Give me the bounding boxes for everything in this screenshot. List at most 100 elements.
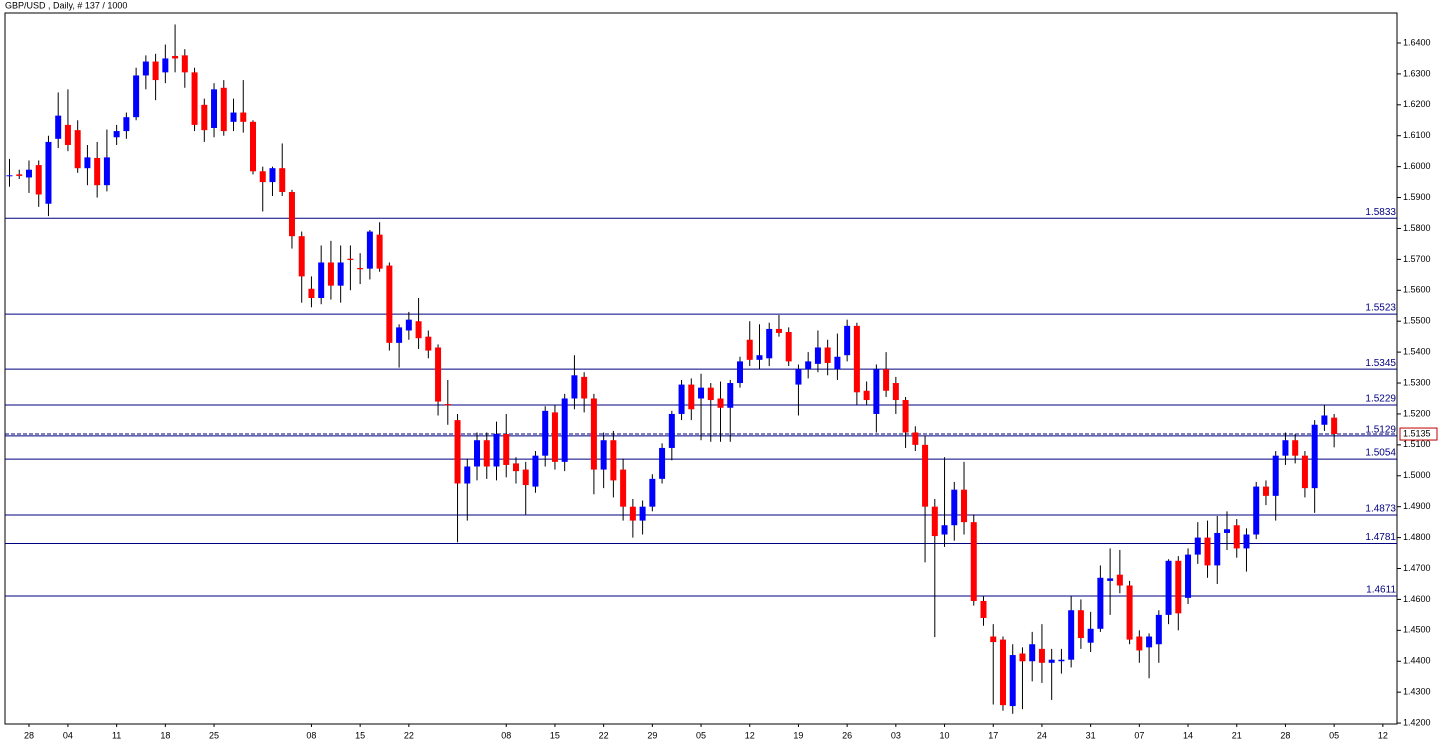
candle-body <box>610 440 617 481</box>
y-tick-label: 1.6000 <box>1403 161 1431 171</box>
candle-body <box>1185 554 1192 598</box>
candle-body <box>1321 415 1328 425</box>
candle-body <box>347 258 354 260</box>
y-tick-label: 1.4900 <box>1403 501 1431 511</box>
x-tick-label: 24 <box>1037 730 1047 740</box>
candle-body <box>386 265 393 343</box>
candle-body <box>727 383 734 408</box>
candle-body <box>717 398 724 408</box>
candle-body <box>84 157 91 169</box>
candle-body <box>1009 655 1016 707</box>
x-tick-label: 29 <box>647 730 657 740</box>
candle-body <box>902 400 909 433</box>
candle-body <box>1331 417 1338 435</box>
x-tick-label: 28 <box>1280 730 1290 740</box>
candle-body <box>493 434 500 467</box>
candle-body <box>941 525 948 535</box>
candle-body <box>1097 577 1104 629</box>
candle-body <box>892 383 899 401</box>
candle-body <box>1233 525 1240 549</box>
candle-body <box>649 478 656 507</box>
candle-body <box>113 131 120 138</box>
candle-body <box>366 231 373 269</box>
candle-body <box>1058 659 1065 662</box>
candle-body <box>240 112 247 122</box>
candle-body <box>1214 532 1221 566</box>
candle-body <box>863 390 870 401</box>
candle-body <box>181 55 188 73</box>
y-tick-label: 1.4300 <box>1403 687 1431 697</box>
candle-body <box>474 440 481 467</box>
candle-body <box>1155 614 1162 645</box>
candle-body <box>103 157 110 186</box>
y-tick-label: 1.4200 <box>1403 717 1431 727</box>
candle-body <box>1311 424 1318 489</box>
candle-body <box>756 355 763 360</box>
candle-body <box>970 522 977 601</box>
y-tick-label: 1.5900 <box>1403 192 1431 202</box>
candle-body <box>1019 653 1026 662</box>
candle-body <box>951 489 958 526</box>
candle-body <box>269 168 276 183</box>
candle-body <box>162 58 169 73</box>
y-tick-label: 1.4400 <box>1403 656 1431 666</box>
x-tick-label: 12 <box>745 730 755 740</box>
candle-body <box>581 376 588 399</box>
candle-body <box>25 169 32 178</box>
candle-body <box>357 268 364 270</box>
candle-body <box>405 319 412 331</box>
candle-body <box>94 157 101 186</box>
y-tick-label: 1.6200 <box>1403 99 1431 109</box>
candle-body <box>318 262 325 299</box>
level-label: 1.5229 <box>1365 394 1396 405</box>
candle-body <box>737 361 743 384</box>
candle-body <box>542 410 549 456</box>
y-tick-label: 1.6300 <box>1403 68 1431 78</box>
x-tick-label: 04 <box>63 730 73 740</box>
candle-body <box>74 130 81 169</box>
y-tick-label: 1.6100 <box>1403 130 1431 140</box>
x-tick-label: 21 <box>1232 730 1242 740</box>
level-label: 1.5129 <box>1365 425 1396 436</box>
candle-body <box>853 325 860 393</box>
y-tick-label: 1.5300 <box>1403 377 1431 387</box>
y-tick-label: 1.6400 <box>1403 37 1431 47</box>
y-tick-label: 1.5100 <box>1403 439 1431 449</box>
y-tick-label: 1.5800 <box>1403 223 1431 233</box>
x-tick-label: 11 <box>112 730 121 740</box>
candle-body <box>6 175 13 177</box>
candle-body <box>590 398 597 470</box>
candle-body <box>1272 455 1279 496</box>
candle-body <box>172 55 179 59</box>
candle-body <box>785 332 792 362</box>
x-tick-label: 07 <box>1134 730 1144 740</box>
x-tick-label: 15 <box>355 730 365 740</box>
x-tick-label: 22 <box>404 730 414 740</box>
level-label: 1.4781 <box>1365 532 1396 543</box>
candle-body <box>308 288 315 299</box>
candle-body <box>1048 659 1055 663</box>
candle-body <box>1243 534 1250 549</box>
candle-body <box>1077 610 1084 639</box>
candle-body <box>483 440 490 467</box>
candle-body <box>425 336 432 351</box>
candle-body <box>512 463 519 472</box>
x-tick-label: 17 <box>988 730 998 740</box>
x-tick-label: 28 <box>24 730 34 740</box>
candle-body <box>707 387 714 401</box>
candle-body <box>1282 440 1289 456</box>
candle-body <box>766 328 773 359</box>
candle-body <box>435 347 442 402</box>
candle-body <box>775 328 782 333</box>
y-tick-label: 1.4500 <box>1403 625 1431 635</box>
candle-body <box>1175 560 1182 614</box>
level-label: 1.5523 <box>1365 303 1396 314</box>
candle-body <box>990 636 997 643</box>
candle-body <box>1029 644 1036 662</box>
x-tick-label: 22 <box>599 730 609 740</box>
candle-body <box>678 384 685 414</box>
last-price-box <box>1399 427 1438 441</box>
